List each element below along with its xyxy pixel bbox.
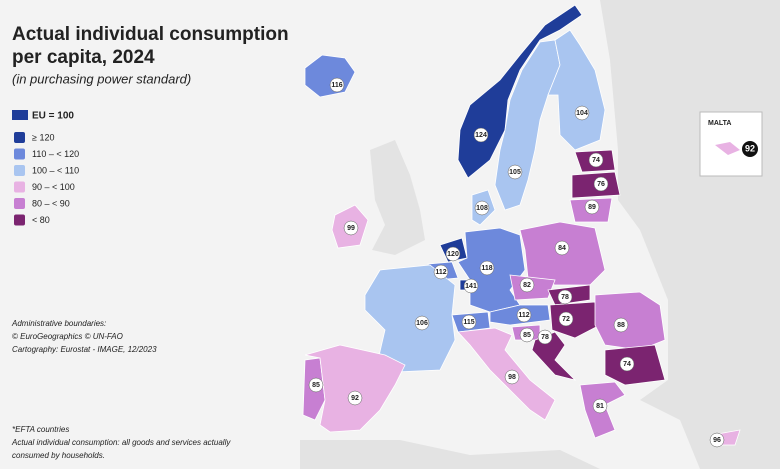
country-value: 92 (351, 395, 359, 402)
value-badge (588, 152, 604, 168)
title: Actual individual consumption (12, 24, 289, 45)
value-badge (537, 329, 553, 345)
country-value: 105 (509, 169, 521, 176)
legend-swatch (14, 214, 25, 226)
value-badge (519, 277, 535, 293)
legend-label: 90 – < 100 (32, 182, 75, 192)
value-badge (558, 311, 574, 327)
non-eu-land (370, 140, 425, 255)
credit: Administrative boundaries: (11, 319, 106, 328)
value-badge (308, 377, 324, 393)
country (531, 331, 577, 381)
value-badge (613, 317, 629, 333)
country-value: 78 (541, 334, 549, 341)
country-value: 108 (476, 205, 488, 212)
legend-label: 80 – < 90 (32, 198, 70, 208)
value-badge (504, 369, 520, 385)
legend-reference: EU = 100 (32, 111, 74, 122)
country (457, 4, 583, 179)
country-value: 141 (465, 283, 477, 290)
country-value: 85 (523, 332, 531, 339)
legend-swatch (14, 198, 25, 209)
legend-label: 100 – < 110 (32, 165, 79, 175)
value-badge (593, 176, 609, 192)
country (604, 344, 666, 386)
legend-swatch (14, 181, 25, 193)
eu-flag (12, 110, 28, 120)
value-badge (554, 240, 570, 256)
credit: Cartography: Eurostat - IMAGE, 12/2023 (12, 345, 157, 354)
value-badge (584, 199, 600, 215)
country (364, 264, 456, 373)
value-badge (463, 278, 479, 294)
country-value: 99 (347, 225, 355, 232)
value-badge (557, 289, 573, 305)
country-value: 82 (523, 282, 531, 289)
value-badge (329, 77, 345, 93)
value-badge (347, 390, 363, 406)
legend-label: < 80 (32, 215, 50, 225)
note: Actual individual consumption: all goods… (11, 438, 231, 447)
country-value: 74 (592, 157, 600, 164)
legend-swatch (14, 132, 25, 143)
country-value: 98 (508, 374, 516, 381)
value-badge (474, 200, 490, 216)
subtitle: (in purchasing power standard) (12, 71, 191, 86)
country-value: 112 (518, 312, 529, 319)
note: consumed by households. (12, 451, 105, 460)
country-value: 84 (558, 245, 566, 252)
title: per capita, 2024 (12, 47, 155, 68)
legend-swatch (14, 165, 25, 176)
value-badge (574, 105, 590, 121)
legend-label: ≥ 120 (32, 132, 54, 142)
country (304, 344, 406, 433)
value-badge (519, 327, 535, 343)
value-badge (507, 164, 523, 180)
country-value: 104 (576, 110, 588, 117)
credit: © EuroGeographics © UN-FAO (12, 332, 123, 341)
country-value: 116 (331, 82, 342, 89)
country-value: 76 (597, 181, 605, 188)
country-value: 81 (596, 403, 604, 410)
country-value: 88 (617, 322, 625, 329)
value-badge (592, 398, 608, 414)
value-badge (445, 246, 461, 262)
country-value: 78 (561, 294, 569, 301)
value-badge (709, 432, 725, 448)
non-eu-land (300, 440, 600, 469)
inset-value: 92 (745, 143, 755, 153)
country-value: 115 (463, 319, 474, 326)
malta (715, 142, 740, 155)
country-value: 118 (481, 265, 492, 272)
country-value: 106 (416, 320, 428, 327)
value-badge (619, 356, 635, 372)
value-badge (433, 264, 449, 280)
value-badge (461, 314, 477, 330)
legend-label: 110 – < 120 (32, 149, 79, 159)
country-value: 96 (713, 437, 721, 444)
country-value: 85 (312, 382, 320, 389)
country-value: 124 (475, 132, 487, 139)
value-badge (414, 315, 430, 331)
value-badge (343, 220, 359, 236)
country-value: 74 (623, 361, 631, 368)
note: *EFTA countries (12, 425, 69, 434)
value-badge (473, 127, 489, 143)
country-value: 72 (562, 316, 570, 323)
country (547, 29, 606, 151)
country-value: 120 (447, 251, 459, 258)
country-value: 112 (435, 269, 446, 276)
country (549, 301, 601, 339)
value-badge (516, 307, 532, 323)
value-badge (742, 141, 758, 157)
value-badge (479, 260, 495, 276)
country-value: 89 (588, 204, 596, 211)
legend-swatch (14, 148, 25, 160)
inset-title: MALTA (708, 120, 731, 127)
